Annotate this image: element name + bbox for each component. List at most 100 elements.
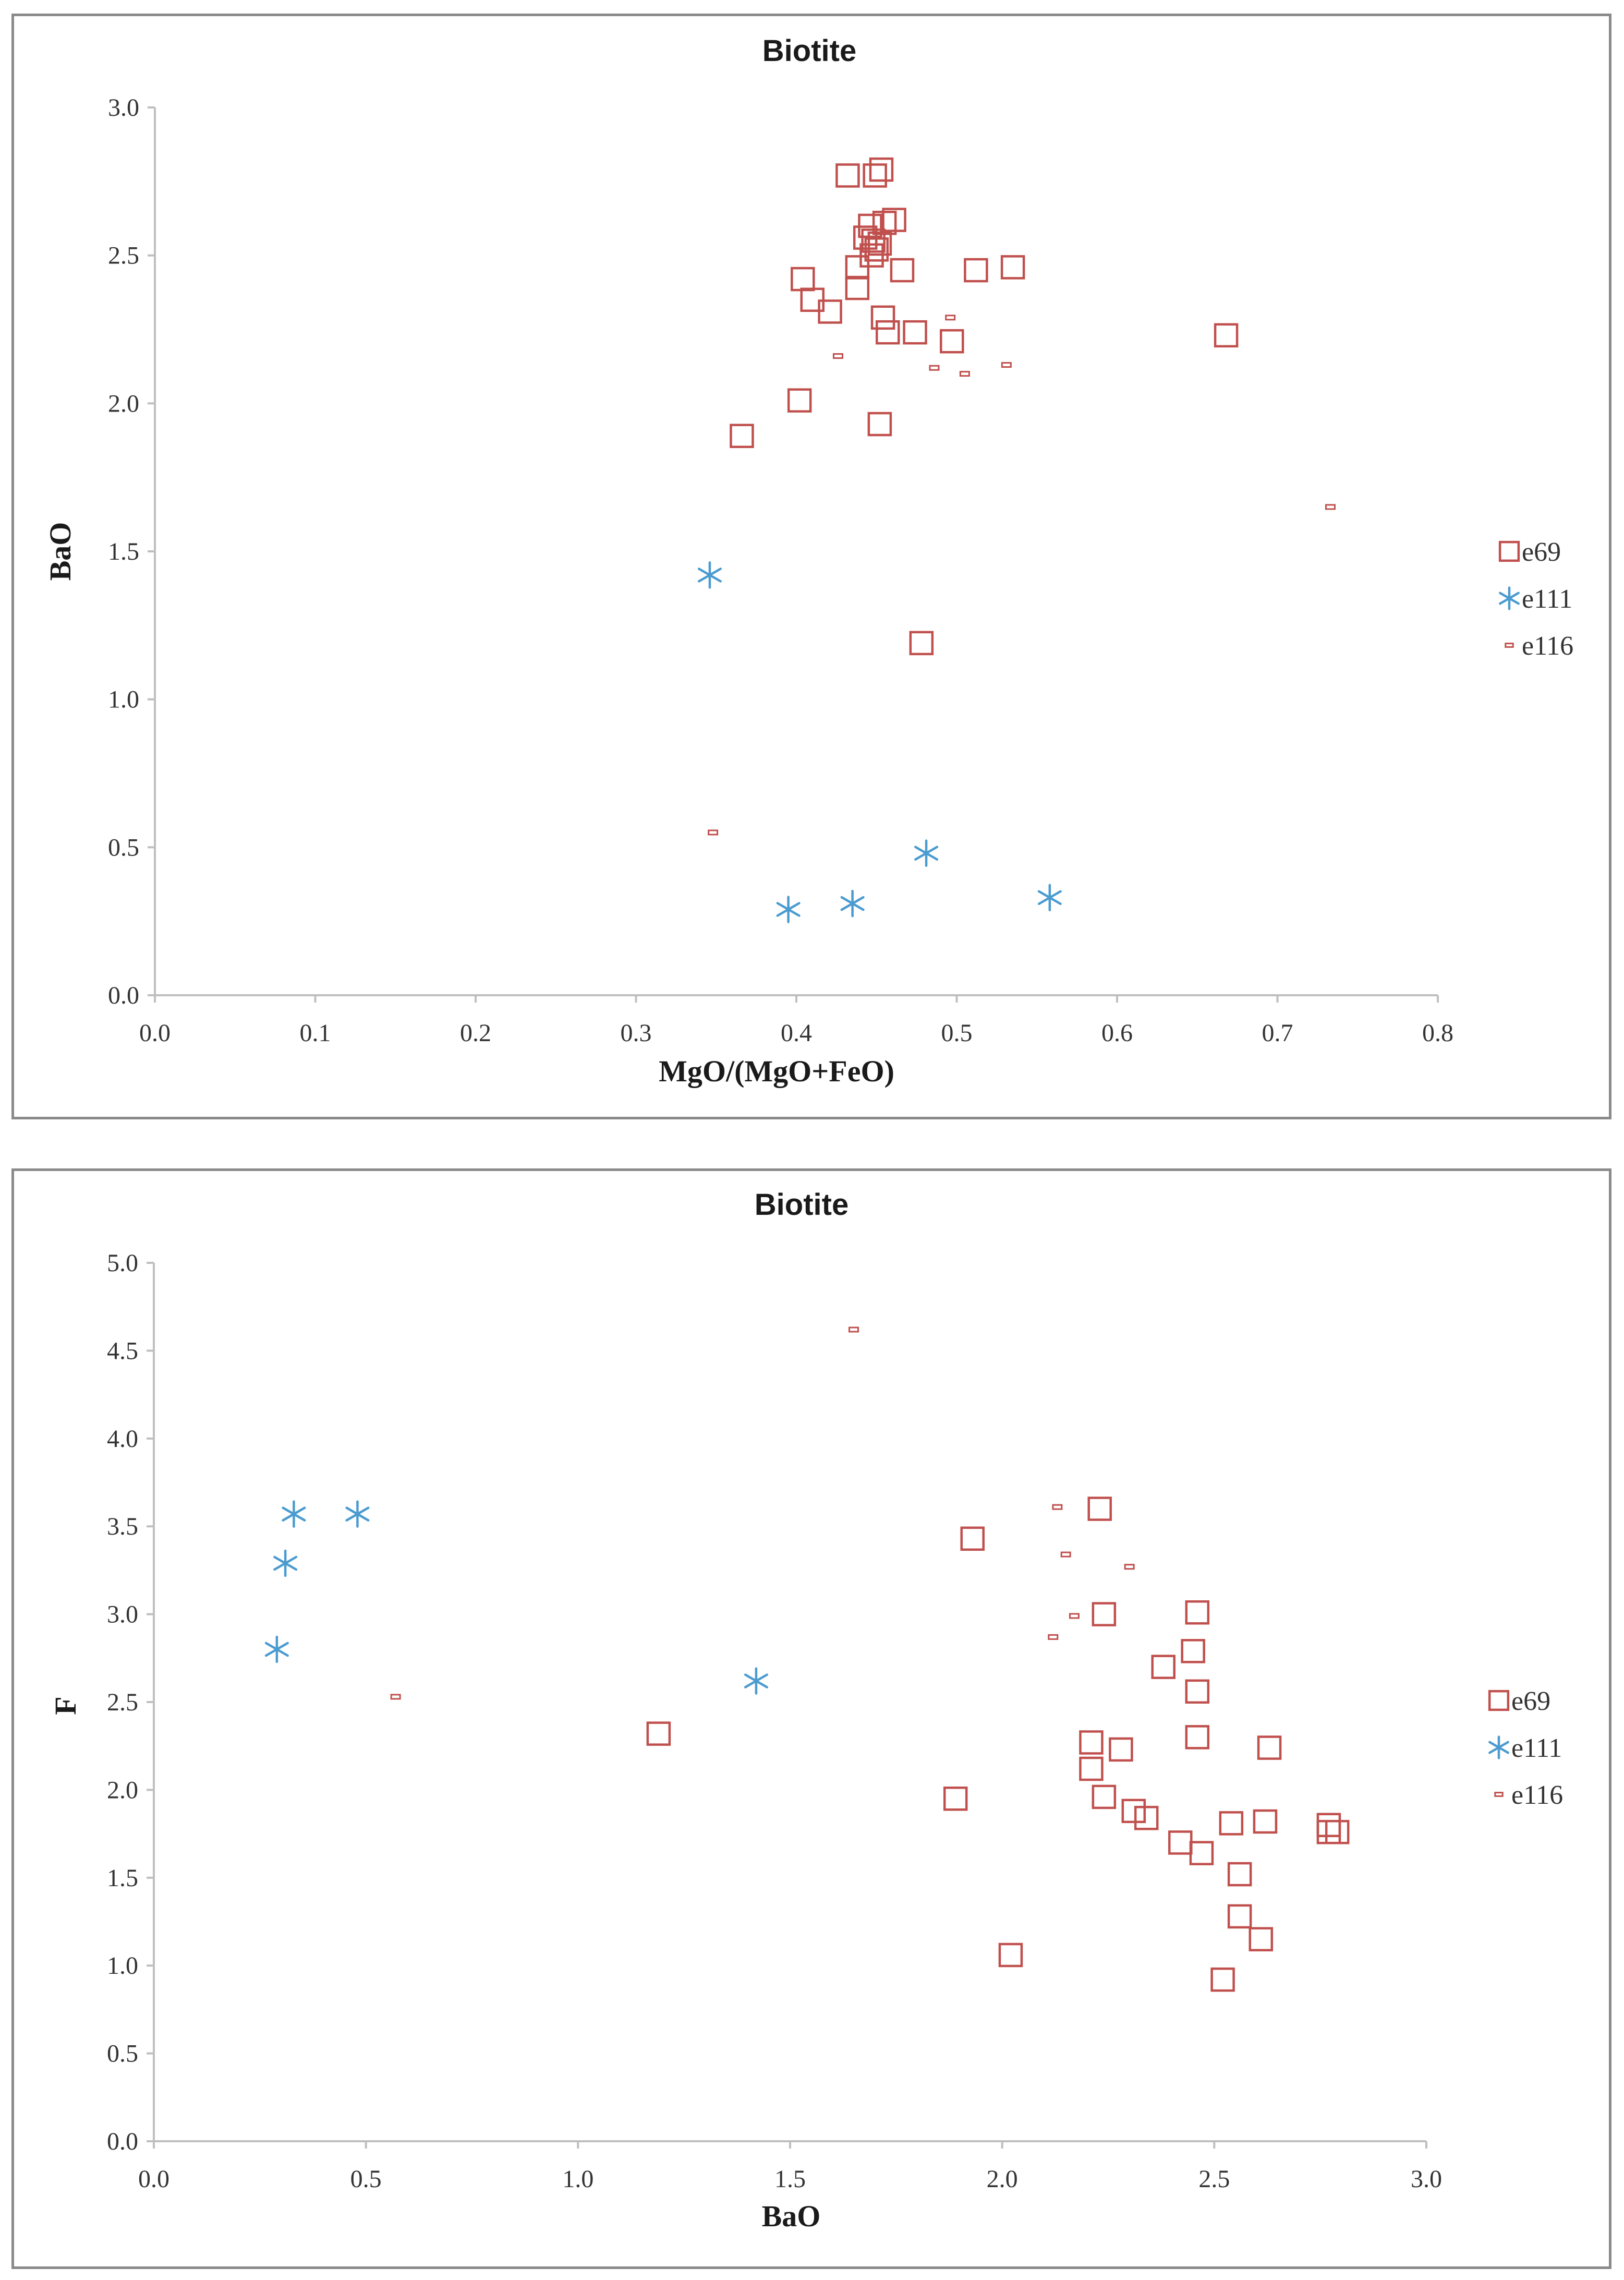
chart-1-point-e111 [697,561,722,589]
chart-2-x-tick-label: 2.0 [987,2165,1018,2193]
chart-2-point-e69 [960,1526,985,1551]
chart-2-point-e111 [273,1549,298,1577]
chart-2-point-e116 [1052,1504,1063,1510]
chart-2-point-e69 [1121,1799,1146,1824]
chart-1-point-e69 [909,631,934,656]
chart-2-legend-marker-e111 [1488,1735,1509,1759]
chart-1-y-tick-label: 3.0 [108,94,139,122]
chart-1-point-e69 [853,225,878,250]
chart-2-point-e111 [345,1500,370,1528]
chart-1-point-e69 [1000,255,1025,280]
chart-1-point-e116 [1001,362,1012,368]
chart-1-x-tick-label: 0.0 [139,1019,171,1047]
chart-1-y-tick-label: 2.5 [108,242,139,270]
chart-1-point-e69 [964,258,988,283]
chart-2-point-e69 [1168,1830,1193,1855]
chart-panel-bao-vs-mg-ratio: Biotite 0.0 0.5 1.0 1.5 2.0 2.5 3.0 0.0 0.1 0.2 0.3… [11,14,1611,1119]
chart-2-point-e69 [1185,1725,1210,1750]
chart-1-x-tick-label: 0.1 [300,1019,331,1047]
chart-1-y-tick-label: 1.0 [108,686,139,714]
chart-2-x-tick-label: 3.0 [1411,2165,1442,2193]
chart-2-y-tick-label: 5.0 [107,1249,138,1277]
chart-2-y-tick-label: 4.5 [107,1337,138,1365]
chart-1-point-e69 [845,275,870,300]
chart-1-point-e116 [832,353,843,359]
chart-1-point-e69 [818,299,842,324]
chart-2-legend-label-e116: e116 [1511,1780,1563,1810]
chart-2-point-e69 [998,1943,1023,1968]
chart-2-point-e69 [1087,1497,1112,1521]
chart-panel-f-vs-bao: Biotite 0.0 0.5 1.0 1.5 2.0 2.5 3.0 3.5 4.0 4.5 5.0… [11,1168,1611,2269]
chart-1-point-e116 [708,829,719,836]
chart-1-point-e69 [890,258,915,283]
chart-2-legend-marker-e116 [1494,1792,1504,1797]
chart-2-y-tick-label: 4.0 [107,1425,138,1453]
chart-2-x-tick-label: 1.0 [562,2165,593,2193]
chart-1-legend-marker-e69 [1498,540,1520,562]
chart-1-title: Biotite [762,34,856,68]
chart-2-y-axis-title: F [49,1696,82,1715]
chart-2-point-e69 [1227,1904,1252,1929]
chart-2-y-tick-label: 1.0 [107,1952,138,1980]
chart-2-point-e69 [1316,1813,1341,1838]
chart-1-point-e116 [929,365,940,371]
chart-1-point-e69 [876,320,900,345]
chart-1-point-e69 [730,424,754,448]
chart-1-point-e69 [861,228,886,253]
chart-2-point-e69 [1316,1819,1341,1844]
chart-2-svg: Biotite 0.0 0.5 1.0 1.5 2.0 2.5 3.0 3.5 4.0 4.5 5.0… [49,1188,1563,2233]
chart-1-legend-label-e116: e116 [1522,631,1573,661]
chart-2-point-e69 [943,1786,968,1811]
chart-1-legend-marker-e111 [1499,586,1520,610]
chart-1-point-e69 [867,412,892,437]
chart-1-point-e69 [859,243,884,268]
chart-1-point-e111 [840,889,865,918]
chart-2-point-e69 [1325,1819,1350,1844]
chart-1-x-tick-label: 0.8 [1422,1019,1453,1047]
chart-2-point-e69 [1092,1784,1117,1809]
chart-2-x-tick-label: 2.5 [1198,2165,1230,2193]
chart-2-point-e69 [1134,1806,1159,1830]
chart-2-x-tick-label: 0.0 [138,2165,169,2193]
chart-1-point-e69 [903,320,927,345]
chart-2-point-e69 [1109,1737,1133,1762]
chart-1-y-tick-label: 0.0 [108,982,139,1009]
chart-1-legend-marker-e116 [1505,643,1514,648]
chart-1-point-e69 [882,208,906,232]
chart-1-y-tick-label: 1.5 [108,538,139,565]
chart-2-point-e116 [1060,1551,1071,1558]
chart-2-x-axis-title: BaO [762,2199,821,2233]
chart-1-svg: Biotite 0.0 0.5 1.0 1.5 2.0 2.5 3.0 0.0 0.1 0.2 0.3… [43,34,1573,1088]
chart-2-x-tick-label: 0.5 [350,2165,382,2193]
chart-1-point-e69 [863,163,887,188]
chart-2-point-e69 [1079,1756,1104,1781]
chart-2-point-e69 [1092,1602,1117,1626]
chart-1-point-e69 [940,329,964,354]
chart-2-point-e111 [744,1667,768,1695]
chart-1-x-tick-label: 0.5 [941,1019,973,1047]
chart-2-point-e69 [1253,1809,1278,1834]
chart-2-point-e116 [1048,1634,1059,1640]
chart-2-point-e69 [646,1721,671,1746]
chart-1-legend-label-e111: e111 [1522,584,1572,614]
chart-1-point-e69 [870,305,895,330]
chart-2-point-e69 [1210,1967,1235,1992]
chart-2-point-e111 [282,1500,306,1528]
chart-2-point-e69 [1189,1841,1214,1865]
chart-2-point-e69 [1227,1862,1252,1887]
chart-2-legend-label-e111: e111 [1511,1733,1562,1763]
chart-1-y-tick-label: 2.0 [108,390,139,417]
chart-2-point-e116 [1124,1564,1135,1570]
chart-2-title: Biotite [755,1188,849,1222]
chart-1-legend-label-e69: e69 [1522,537,1561,567]
chart-1-point-e111 [914,839,939,867]
chart-2-x-tick-label: 1.5 [774,2165,806,2193]
chart-1-point-e111 [776,896,801,923]
chart-2-point-e116 [390,1694,401,1700]
chart-1-x-tick-label: 0.2 [460,1019,491,1047]
chart-2-y-tick-label: 1.5 [107,1864,138,1892]
chart-2-legend-marker-e69 [1488,1690,1510,1711]
chart-2-legend-label-e69: e69 [1511,1686,1550,1716]
chart-2-point-e69 [1249,1927,1274,1951]
chart-2-y-tick-label: 3.0 [107,1601,138,1628]
